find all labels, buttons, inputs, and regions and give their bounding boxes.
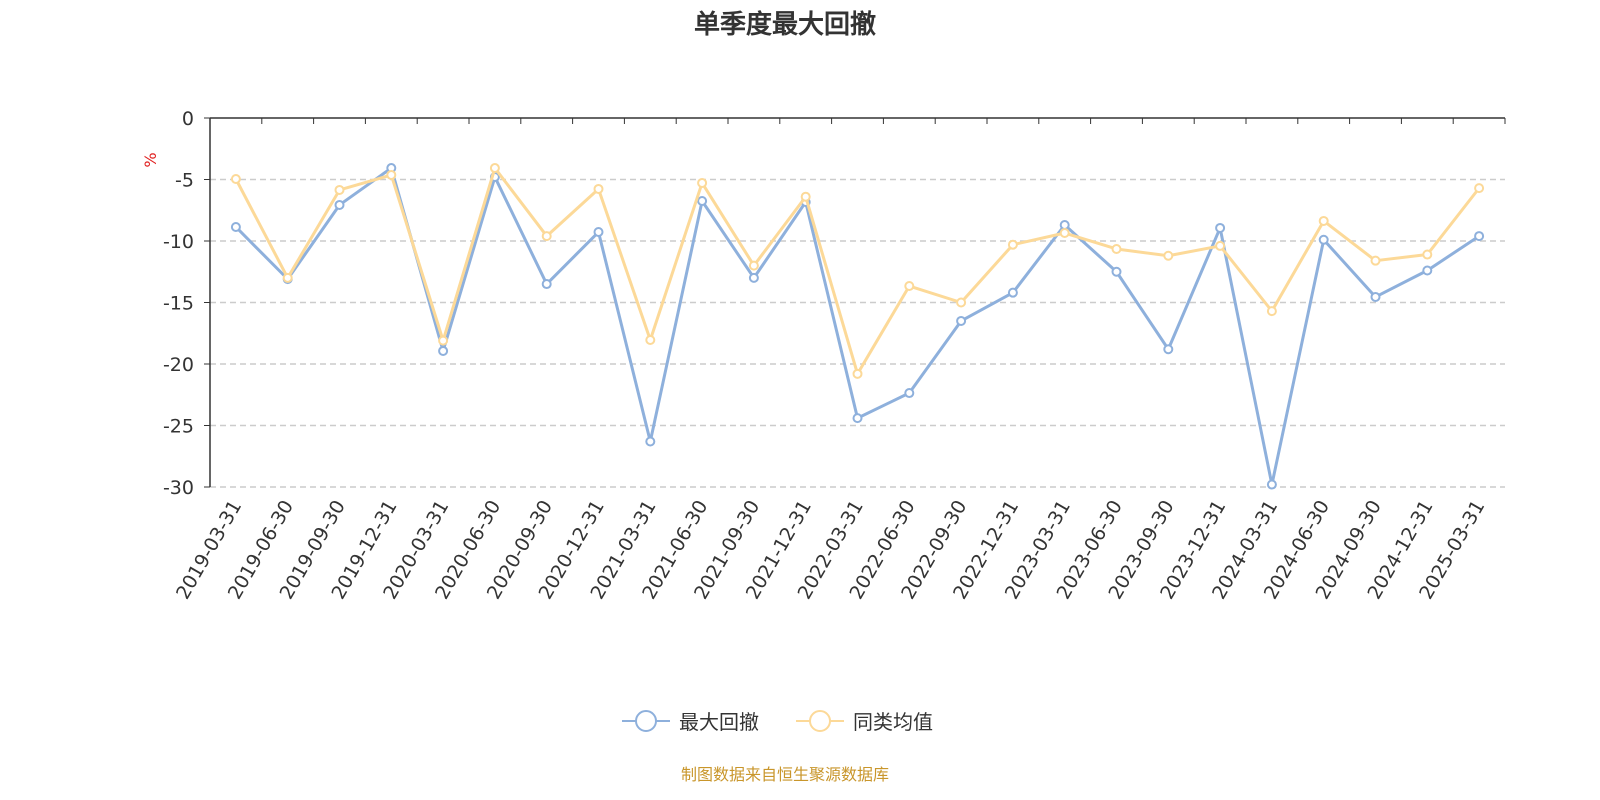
data-point (438, 335, 449, 346)
data-point (852, 413, 863, 424)
legend-label: 同类均值 (853, 710, 933, 734)
footer-source: 制图数据来自恒生聚源数据库 (681, 765, 889, 784)
data-point (1266, 479, 1277, 490)
data-point (438, 345, 449, 356)
data-point (645, 436, 656, 447)
data-point (489, 163, 500, 174)
data-point (956, 315, 967, 326)
data-point (541, 231, 552, 242)
data-point (230, 221, 241, 232)
data-point (1111, 243, 1122, 254)
data-point (904, 388, 915, 399)
y-tick-label: -20 (163, 354, 194, 376)
data-point (1266, 306, 1277, 317)
y-tick-label: -25 (163, 416, 194, 438)
data-point (1422, 249, 1433, 260)
y-tick-label: -15 (163, 293, 194, 315)
y-tick-label: -5 (175, 170, 194, 192)
data-point (1007, 287, 1018, 298)
data-point (282, 272, 293, 283)
data-point (1163, 344, 1174, 355)
y-tick-label: -30 (163, 477, 194, 499)
series-max-drawdown (230, 163, 1485, 490)
y-tick-label: -10 (163, 231, 194, 253)
data-point (1059, 228, 1070, 239)
data-point (956, 297, 967, 308)
y-tick-label: 0 (182, 108, 194, 130)
data-point (1474, 231, 1485, 242)
y-axis-label: % (141, 152, 160, 167)
legend-marker-icon (809, 710, 831, 732)
data-point (1215, 240, 1226, 251)
data-point (1215, 222, 1226, 233)
data-point (1318, 215, 1329, 226)
data-point (697, 177, 708, 188)
legend-label: 最大回撤 (679, 710, 759, 734)
data-point (334, 184, 345, 195)
data-point (1370, 291, 1381, 302)
data-point (1422, 265, 1433, 276)
data-point (852, 368, 863, 379)
data-point (1007, 239, 1018, 250)
data-point (645, 335, 656, 346)
data-point (1318, 234, 1329, 245)
data-point (593, 227, 604, 238)
data-point (904, 281, 915, 292)
data-point (1370, 255, 1381, 266)
series-line (234, 166, 1480, 487)
data-point (1111, 266, 1122, 277)
data-point (697, 196, 708, 207)
data-point (541, 279, 552, 290)
data-point (748, 272, 759, 283)
chart-title: 单季度最大回撤 (694, 9, 876, 40)
data-point (1474, 183, 1485, 194)
data-point (593, 183, 604, 194)
data-point (1163, 250, 1174, 261)
data-point (748, 260, 759, 271)
data-point (334, 199, 345, 210)
data-point (230, 174, 241, 185)
data-point (386, 169, 397, 180)
series-line (234, 166, 1481, 376)
legend: 最大回撤 同类均值 (622, 710, 933, 734)
legend-marker-icon (635, 710, 657, 732)
data-point (800, 191, 811, 202)
data-point (1059, 220, 1070, 231)
series-peer-average (230, 163, 1485, 379)
